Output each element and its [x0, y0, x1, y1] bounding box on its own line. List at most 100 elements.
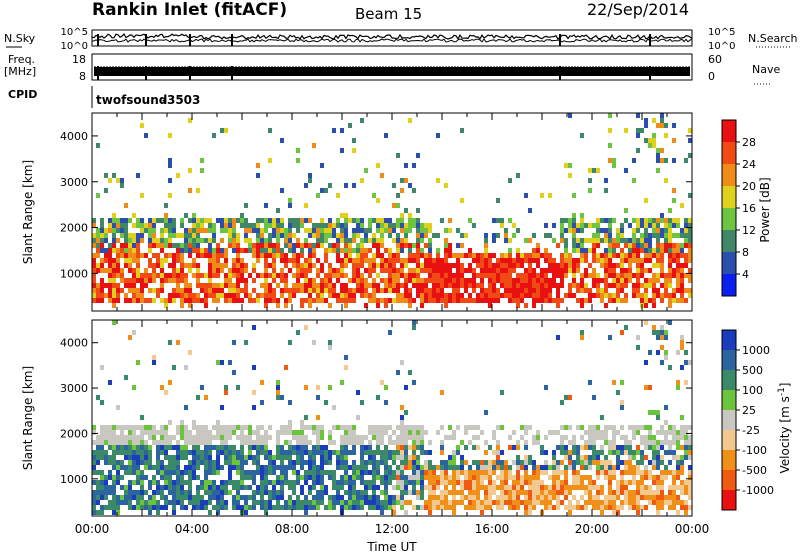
heatmap-cell	[144, 425, 148, 430]
noise-right-tick-bottom: 10^0	[708, 41, 735, 52]
heatmap-cell	[396, 253, 400, 258]
heatmap-cell	[448, 505, 452, 510]
heatmap-cell	[220, 223, 224, 228]
heatmap-cell	[280, 273, 284, 278]
heatmap-cell	[648, 425, 652, 430]
heatmap-cell	[496, 460, 500, 465]
heatmap-cell	[616, 283, 620, 288]
heatmap-cell	[116, 248, 120, 253]
heatmap-cell	[136, 263, 140, 268]
heatmap-cell	[312, 288, 316, 293]
heatmap-cell	[408, 118, 412, 123]
heatmap-cell	[544, 258, 548, 263]
heatmap-cell	[180, 233, 184, 238]
heatmap-cell	[300, 273, 304, 278]
heatmap-cell	[660, 425, 664, 430]
heatmap-cell	[252, 455, 256, 460]
heatmap-cell	[208, 440, 212, 445]
heatmap-cell	[564, 490, 568, 495]
heatmap-cell	[248, 298, 252, 303]
heatmap-cell	[100, 238, 104, 243]
heatmap-cell	[512, 460, 516, 465]
velocity-ylabel: Slant Range [km]	[21, 366, 35, 470]
heatmap-cell	[212, 495, 216, 500]
heatmap-cell	[268, 495, 272, 500]
heatmap-cell	[140, 238, 144, 243]
heatmap-cell	[612, 465, 616, 470]
heatmap-cell	[536, 490, 540, 495]
heatmap-cell	[132, 495, 136, 500]
heatmap-cell	[572, 273, 576, 278]
heatmap-cell	[216, 273, 220, 278]
heatmap-cell	[452, 288, 456, 293]
heatmap-cell	[604, 303, 608, 308]
heatmap-cell	[408, 183, 412, 188]
heatmap-cell	[324, 223, 328, 228]
heatmap-cell	[616, 455, 620, 460]
heatmap-cell	[232, 223, 236, 228]
heatmap-cell	[476, 293, 480, 298]
heatmap-cell	[448, 425, 452, 430]
heatmap-cell	[388, 480, 392, 485]
heatmap-cell	[96, 253, 100, 258]
heatmap-cell	[420, 430, 424, 435]
heatmap-cell	[684, 480, 688, 485]
heatmap-cell	[324, 450, 328, 455]
heatmap-cell	[332, 268, 336, 273]
heatmap-cell	[216, 460, 220, 465]
heatmap-cell	[320, 475, 324, 480]
heatmap-cell	[476, 505, 480, 510]
heatmap-cell	[232, 340, 236, 345]
heatmap-cell	[476, 258, 480, 263]
heatmap-cell	[484, 485, 488, 490]
heatmap-cell	[532, 278, 536, 283]
heatmap-cell	[648, 248, 652, 253]
heatmap-cell	[656, 445, 660, 450]
heatmap-cell	[352, 475, 356, 480]
heatmap-cell	[680, 288, 684, 293]
heatmap-cell	[248, 485, 252, 490]
heatmap-cell	[304, 288, 308, 293]
heatmap-cell	[336, 223, 340, 228]
heatmap-cell	[456, 490, 460, 495]
heatmap-cell	[628, 278, 632, 283]
heatmap-cell	[108, 278, 112, 283]
heatmap-cell	[568, 465, 572, 470]
heatmap-cell	[232, 263, 236, 268]
heatmap-cell	[440, 445, 444, 450]
heatmap-cell	[404, 500, 408, 505]
heatmap-cell	[384, 303, 388, 308]
heatmap-cell	[548, 233, 552, 238]
heatmap-cell	[332, 485, 336, 490]
heatmap-cell	[396, 288, 400, 293]
heatmap-cell	[596, 233, 600, 238]
heatmap-cell	[168, 163, 172, 168]
heatmap-cell	[420, 303, 424, 308]
heatmap-cell	[556, 243, 560, 248]
heatmap-cell	[120, 253, 124, 258]
heatmap-cell	[448, 475, 452, 480]
heatmap-cell	[316, 243, 320, 248]
heatmap-cell	[588, 223, 592, 228]
heatmap-cell	[580, 223, 584, 228]
heatmap-cell	[600, 490, 604, 495]
heatmap-cell	[184, 490, 188, 495]
heatmap-cell	[168, 465, 172, 470]
heatmap-cell	[384, 475, 388, 480]
heatmap-cell	[324, 460, 328, 465]
heatmap-cell	[452, 490, 456, 495]
heatmap-cell	[504, 263, 508, 268]
heatmap-cell	[640, 218, 644, 223]
heatmap-cell	[560, 435, 564, 440]
heatmap-cell	[140, 505, 144, 510]
heatmap-cell	[112, 243, 116, 248]
heatmap-cell	[224, 298, 228, 303]
heatmap-cell	[336, 455, 340, 460]
heatmap-cell	[212, 480, 216, 485]
heatmap-cell	[488, 263, 492, 268]
heatmap-cell	[380, 253, 384, 258]
heatmap-cell	[132, 445, 136, 450]
heatmap-cell	[112, 218, 116, 223]
heatmap-cell	[596, 505, 600, 510]
heatmap-cell	[336, 248, 340, 253]
